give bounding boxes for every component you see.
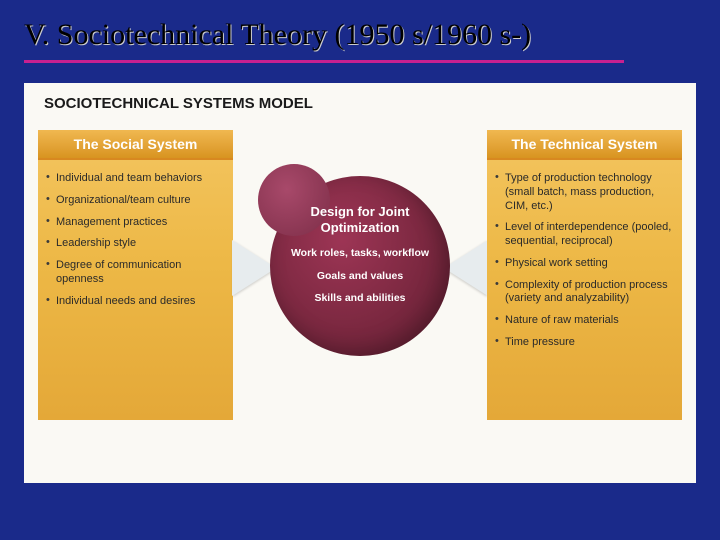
list-item: Organizational/team culture (42, 190, 229, 212)
technical-system-body: Type of production technology (small bat… (487, 160, 682, 420)
list-item: Individual needs and desires (42, 291, 229, 313)
center-item: Work roles, tasks, workflow (280, 247, 440, 260)
list-item: Physical work setting (491, 253, 678, 275)
list-item: Degree of communication openness (42, 255, 229, 291)
social-system-header: The Social System (38, 130, 233, 160)
list-item: Management practices (42, 212, 229, 234)
model-subtitle: SOCIOTECHNICAL SYSTEMS MODEL (44, 95, 688, 112)
diagram: The Social System Individual and team be… (32, 130, 688, 460)
list-item: Individual and team behaviors (42, 168, 229, 190)
list-item: Leadership style (42, 233, 229, 255)
title-underline (24, 60, 624, 63)
center-optimization: Design for Joint Optimization Work roles… (260, 168, 460, 378)
list-item: Time pressure (491, 332, 678, 354)
list-item: Level of interdependence (pooled, sequen… (491, 217, 678, 253)
title-bar: V. Sociotechnical Theory (1950 s/1960 s-… (0, 0, 720, 58)
list-item: Nature of raw materials (491, 310, 678, 332)
center-text: Design for Joint Optimization Work roles… (280, 204, 440, 315)
center-title: Design for Joint Optimization (280, 204, 440, 235)
list-item: Complexity of production process (variet… (491, 275, 678, 311)
technical-system-column: The Technical System Type of production … (487, 130, 682, 420)
center-item: Goals and values (280, 270, 440, 283)
center-item: Skills and abilities (280, 292, 440, 305)
content-area: SOCIOTECHNICAL SYSTEMS MODEL The Social … (24, 83, 696, 483)
list-item: Type of production technology (small bat… (491, 168, 678, 217)
social-system-body: Individual and team behaviorsOrganizatio… (38, 160, 233, 420)
page-title: V. Sociotechnical Theory (1950 s/1960 s-… (24, 18, 696, 52)
social-system-column: The Social System Individual and team be… (38, 130, 233, 420)
technical-system-list: Type of production technology (small bat… (491, 168, 678, 354)
social-system-list: Individual and team behaviorsOrganizatio… (42, 168, 229, 312)
technical-system-header: The Technical System (487, 130, 682, 160)
